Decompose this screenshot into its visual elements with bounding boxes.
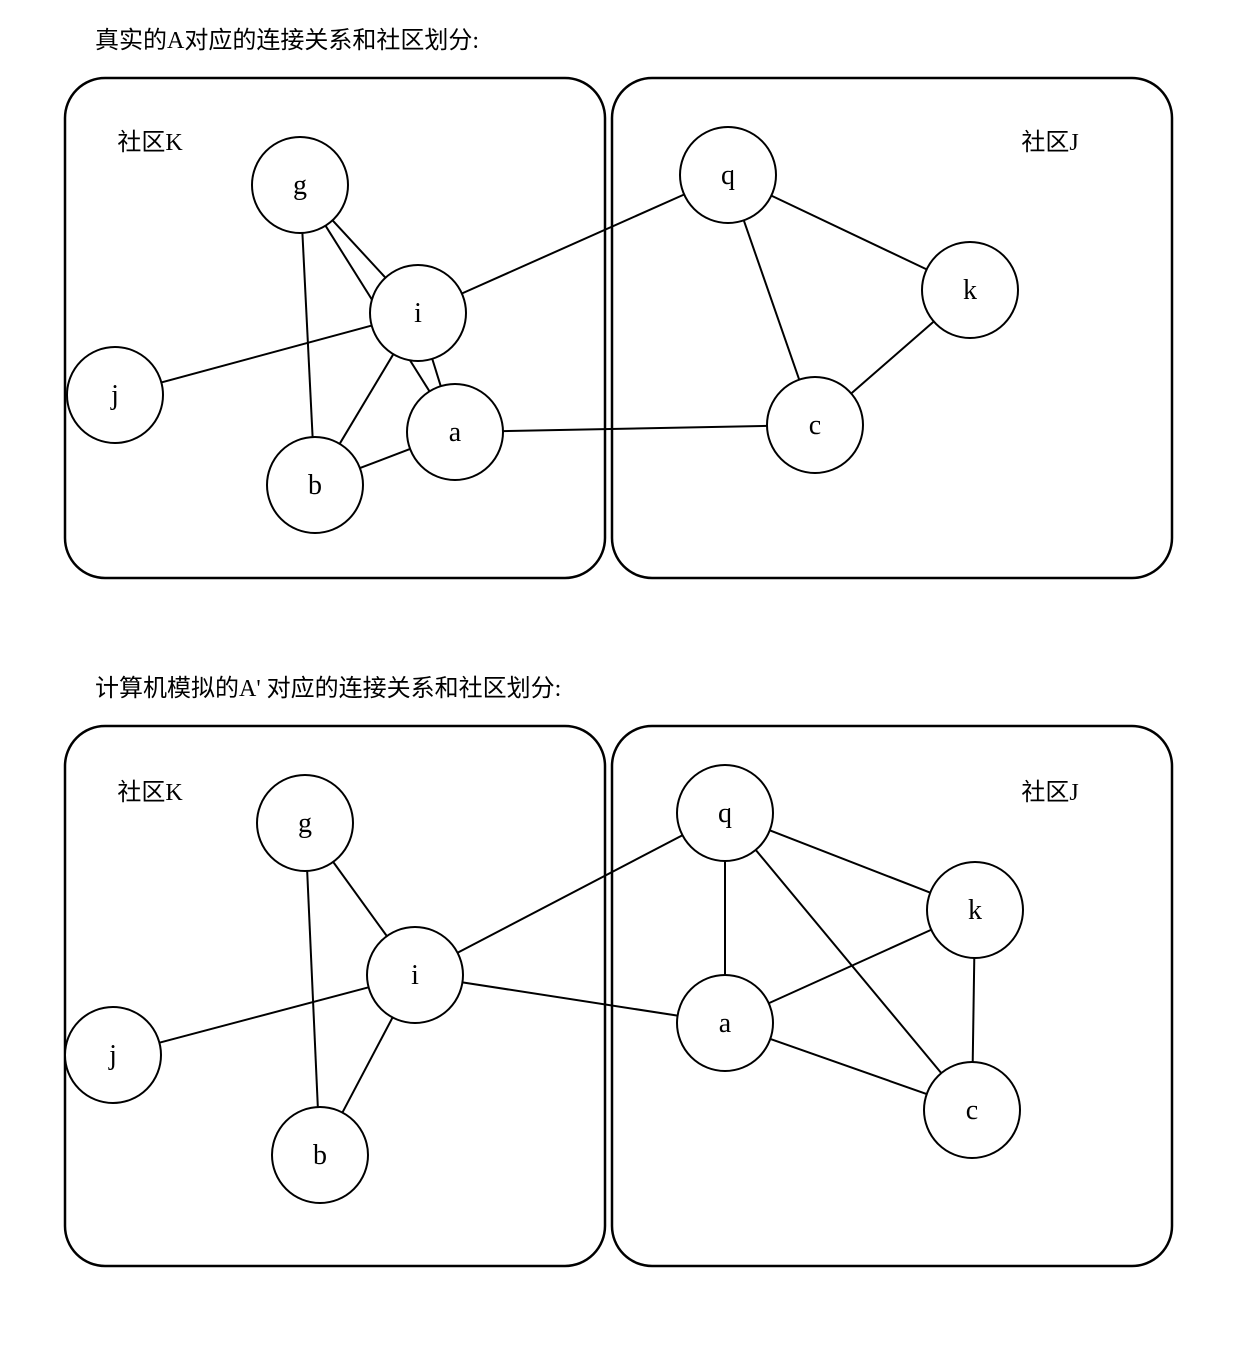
- edges-group: [159, 830, 974, 1112]
- edge: [458, 835, 683, 953]
- edge: [756, 850, 942, 1073]
- graph-node-label: b: [313, 1140, 327, 1171]
- edge: [503, 426, 767, 431]
- edge: [851, 322, 934, 394]
- edge: [462, 195, 684, 294]
- edge: [340, 354, 394, 444]
- edge: [769, 930, 932, 1003]
- community-label: 社区J: [1021, 779, 1078, 806]
- graph-node-label: k: [968, 895, 982, 926]
- graph-node-label: j: [108, 1040, 117, 1071]
- graph-node-label: i: [414, 298, 422, 329]
- graph-node-label: c: [809, 410, 821, 441]
- graph-node-label: q: [721, 160, 735, 191]
- edge: [360, 449, 410, 468]
- graph-node-label: g: [293, 170, 307, 201]
- edge: [333, 862, 387, 936]
- edge: [770, 1039, 926, 1094]
- edge: [744, 220, 799, 379]
- edge: [432, 359, 440, 386]
- edge: [771, 196, 926, 270]
- edge: [159, 987, 368, 1042]
- edge: [161, 326, 371, 383]
- nodes-group: g i j b q a k c: [65, 765, 1023, 1203]
- edge: [973, 958, 975, 1062]
- community-label: 社区K: [117, 779, 183, 806]
- graph-node-label: k: [963, 275, 977, 306]
- edge: [307, 871, 318, 1107]
- graph-node-label: c: [966, 1095, 978, 1126]
- edge: [342, 1017, 392, 1112]
- community-label: 社区J: [1021, 129, 1078, 156]
- graph-node-label: i: [411, 960, 419, 991]
- community-label: 社区K: [117, 129, 183, 156]
- graph-node-label: g: [298, 808, 312, 839]
- nodes-group: g i j b a q k c: [67, 127, 1018, 533]
- graph-node-label: q: [718, 798, 732, 829]
- graph-node-label: j: [110, 380, 119, 411]
- graph-node-label: b: [308, 470, 322, 501]
- graph-node-label: a: [719, 1008, 732, 1039]
- edge: [462, 982, 677, 1015]
- edge: [302, 233, 312, 437]
- diagram-svg: 社区K 社区J g i j b a q k c 社区K 社区J g i j b q a k c: [0, 0, 1240, 1363]
- page-root: 真实的A对应的连接关系和社区划分: 计算机模拟的A' 对应的连接关系和社区划分:…: [0, 0, 1240, 1363]
- edge: [770, 830, 931, 892]
- graph-node-label: a: [449, 417, 462, 448]
